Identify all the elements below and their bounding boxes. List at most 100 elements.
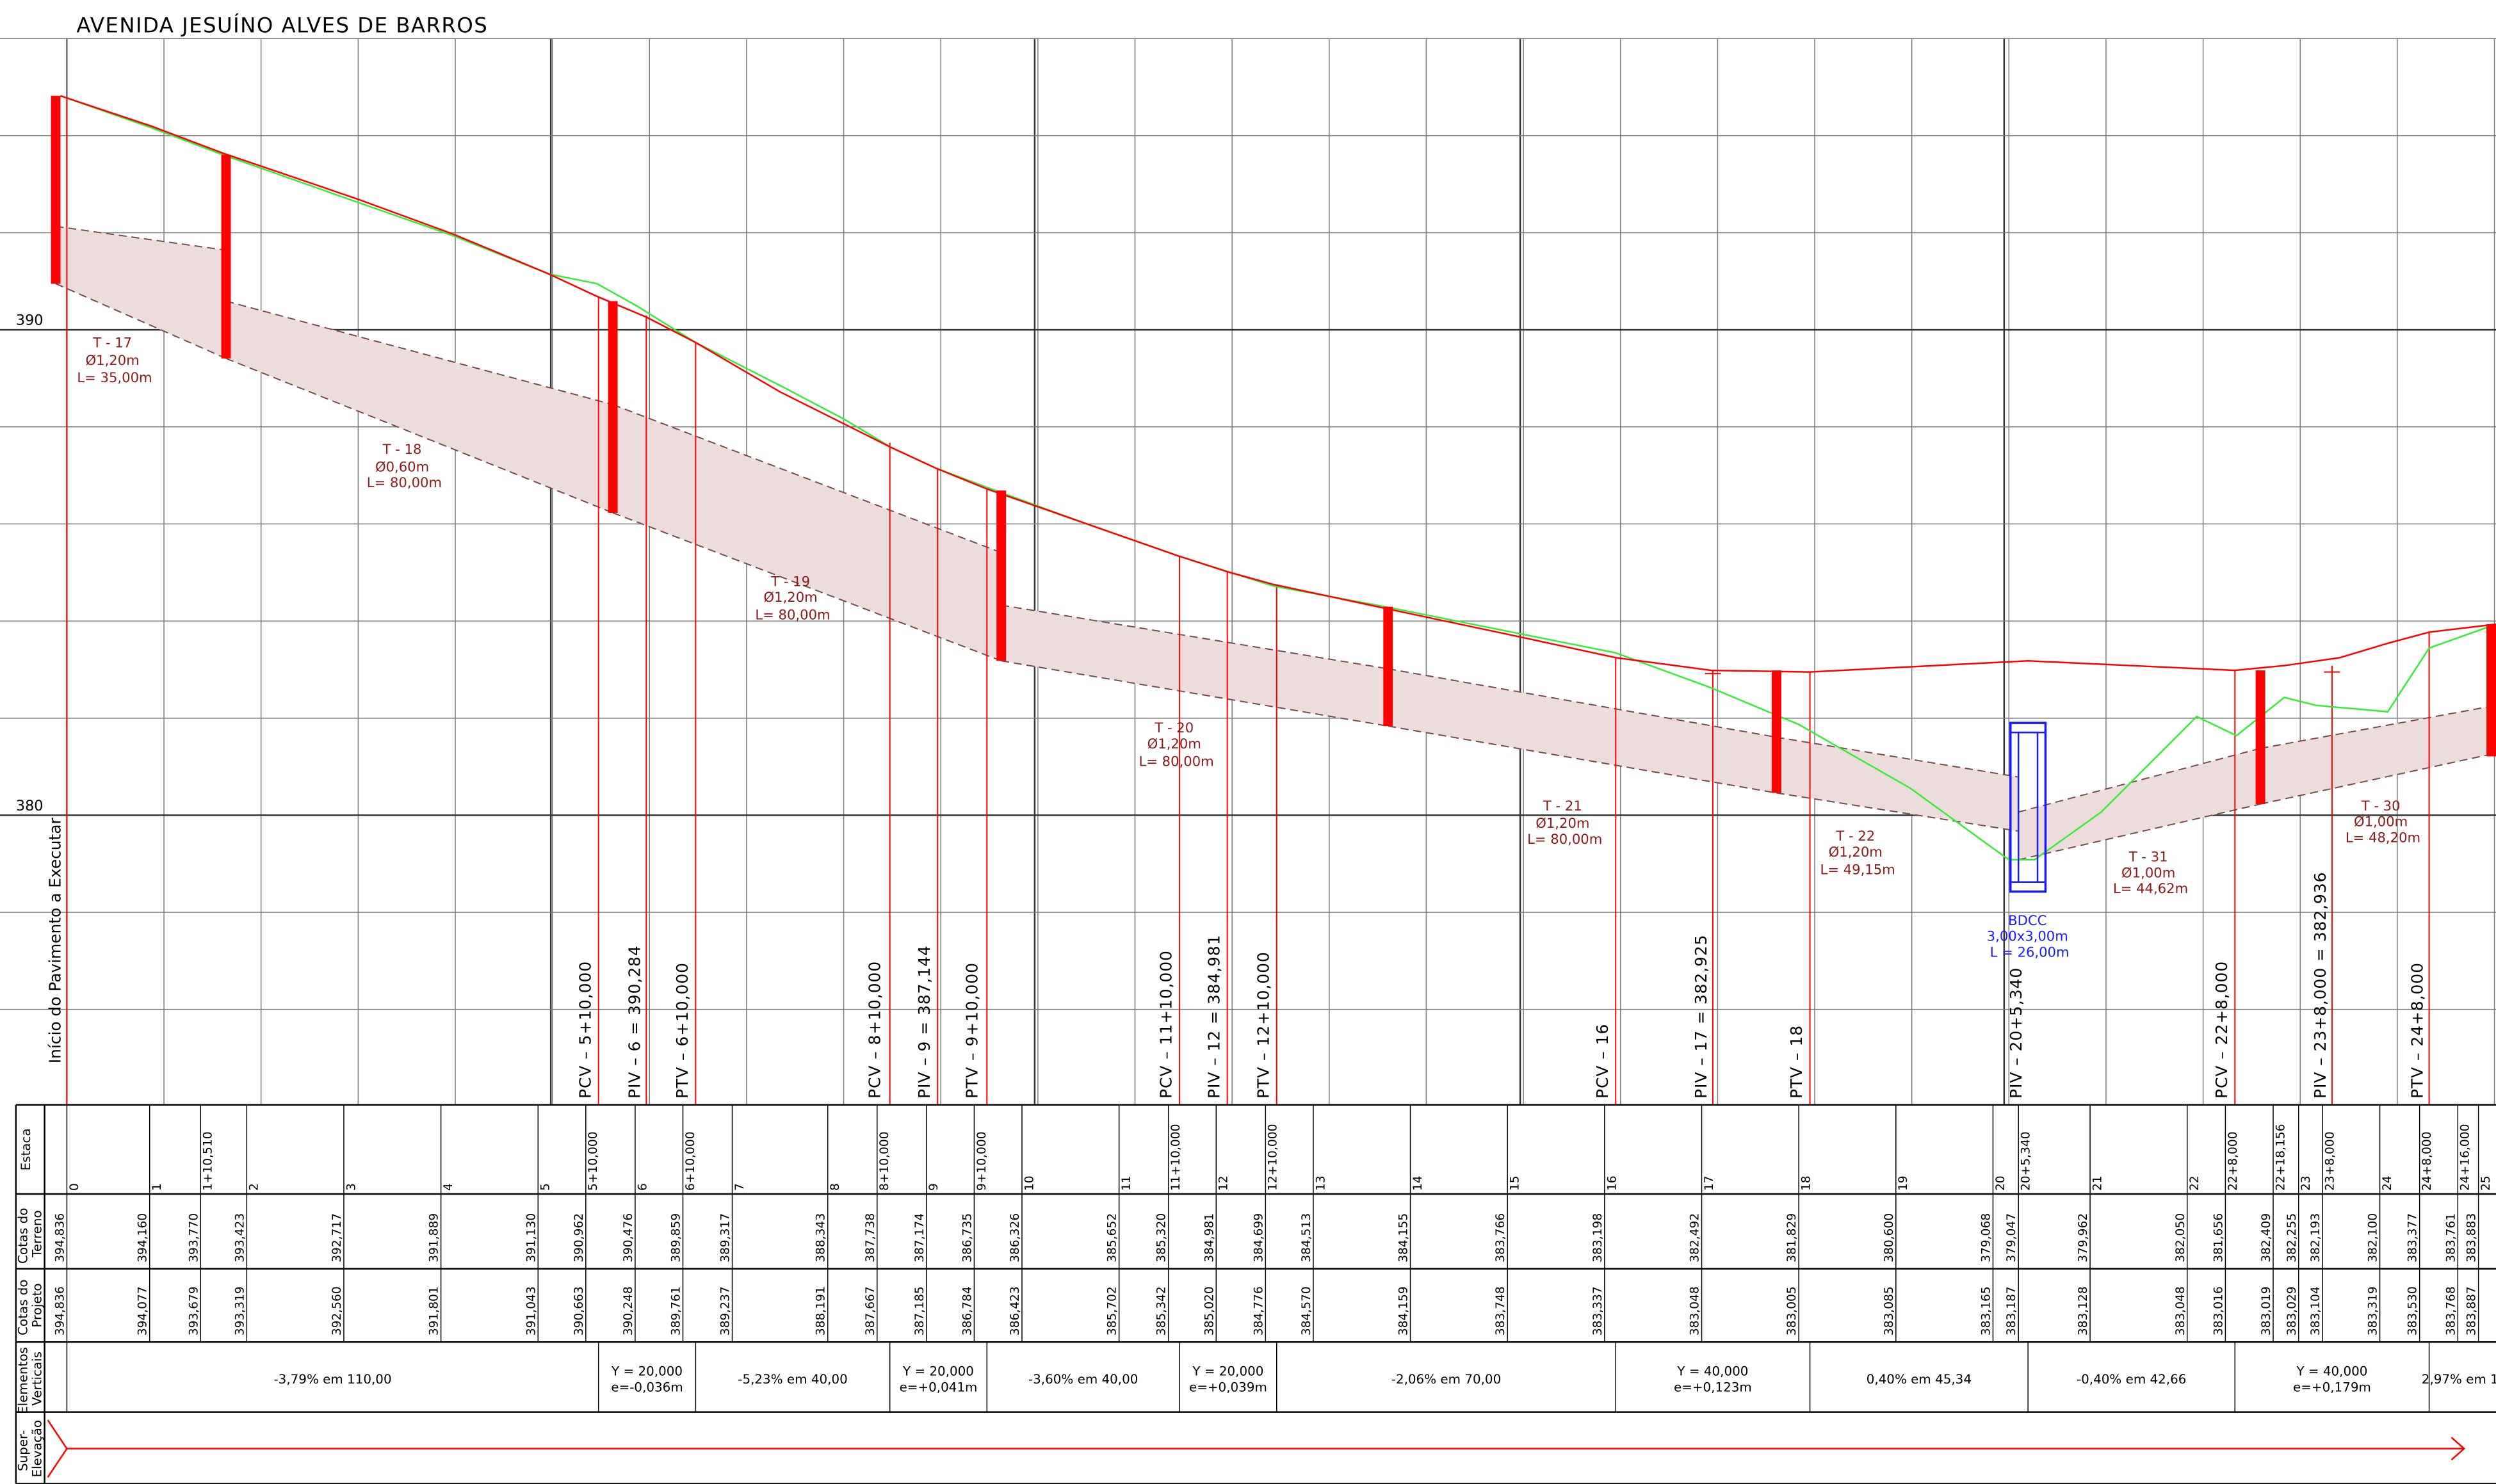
manholes (51, 95, 2496, 804)
pipe-label-t30: T - 30 Ø1,00m L= 48,20m (2346, 798, 2420, 846)
pipe-invert-line (1001, 660, 1388, 727)
terrain-cell: 382,255 (2285, 1213, 2299, 1262)
terrain-cell: 384,699 (1252, 1213, 1265, 1262)
profile-title: AVENIDA JESUÍNO ALVES DE BARROS (76, 13, 488, 37)
project-cell: 383,768 (2444, 1286, 2458, 1335)
culvert-label-line: BDCC (2008, 912, 2046, 928)
pipe-label-t19: T - 19 Ø1,20m L= 80,00m (755, 573, 830, 622)
station-cell: 11 (1120, 1175, 1133, 1191)
project-cell: 385,342 (1155, 1286, 1169, 1335)
pipe-crown-line (55, 225, 227, 251)
station-annotations: PCV – 5+10,000 PIV – 6 = 390,284 PTV – 6+1… (576, 872, 2426, 1099)
vertical-element-cell: -0,40% em 42,66 (2077, 1372, 2186, 1387)
station-cell: 13 (1314, 1175, 1327, 1191)
manhole (2486, 624, 2496, 757)
vertical-element-cell: 0,40% em 45,34 (1867, 1372, 1972, 1387)
row-header-line: Projeto (30, 1283, 45, 1327)
pipe-label-line: T - 17 (92, 334, 132, 350)
pipe-label-line: Ø1,20m (1829, 844, 1883, 860)
project-cell: 383,048 (2174, 1286, 2187, 1335)
row-header-projeto: Cotas do Projeto (15, 1275, 44, 1335)
vertical-element-cell: -5,23% em 40,00 (738, 1372, 847, 1387)
pipe-label-line: T - 19 (770, 573, 810, 589)
manhole (51, 95, 61, 284)
pipe-label-line: T - 21 (1543, 798, 1582, 814)
station-annotation: PCV – 22+8,000 (2212, 961, 2231, 1099)
pipe-label-line: L= 35,00m (77, 369, 152, 385)
pipe-label-line: Ø1,20m (764, 589, 818, 605)
project-cell: 392,560 (330, 1286, 344, 1335)
terrain-cell: 387,174 (913, 1213, 927, 1262)
station-annotation: PIV – 9 = 387,144 (915, 945, 934, 1099)
project-cell: 393,679 (187, 1286, 200, 1335)
terrain-cell: 386,735 (960, 1213, 974, 1262)
row-header-line: Terreno (30, 1210, 45, 1258)
station-cell: 15 (1509, 1175, 1522, 1191)
terrain-cell: 380,600 (1883, 1213, 1896, 1262)
culvert-label: BDCC 3,00x3,00m L = 26,00m (1987, 912, 2073, 960)
project-cell: 383,048 (1689, 1286, 1702, 1335)
station-cell: 24 (2381, 1175, 2394, 1191)
pipe-label-line: T - 22 (1835, 828, 1875, 844)
terrain-cell: 385,652 (1106, 1213, 1119, 1262)
pipe-band (1001, 605, 1388, 727)
row-header-line: Super- (15, 1430, 30, 1471)
pipe-crown-line (225, 300, 613, 405)
terrain-cell: 382,100 (2367, 1213, 2380, 1262)
vertical-element-cell: Y = 20,000 (902, 1364, 974, 1378)
pipe-label-line: L= 80,00m (755, 607, 830, 623)
station-cell: 19 (1897, 1175, 1910, 1191)
project-cell: 383,016 (2212, 1286, 2225, 1335)
project-cell: 383,104 (2309, 1286, 2322, 1335)
station-cell: 12 (1217, 1175, 1231, 1191)
station-cell: 5+10,000 (587, 1131, 600, 1191)
row-header-line: Verticais (30, 1351, 45, 1406)
terrain-cell: 392,717 (330, 1213, 344, 1262)
vertical-element-cell: 2,97% em 1! (2422, 1372, 2496, 1387)
project-cell: 383,887 (2465, 1286, 2479, 1335)
culvert-label-line: L = 26,00m (1990, 944, 2070, 960)
station-annotation: PCV – 5+10,000 (576, 961, 594, 1099)
project-cell: 384,159 (1397, 1286, 1411, 1335)
terrain-cell: 382,409 (2260, 1213, 2273, 1262)
station-cell: 23 (2299, 1175, 2313, 1191)
pipe-band (2018, 748, 2261, 860)
pipe-label-line: L= 48,20m (2346, 830, 2420, 846)
row-header-line: Cotas do (15, 1279, 30, 1335)
terrain-cell: 384,155 (1397, 1213, 1411, 1262)
manhole (996, 490, 1007, 661)
project-cell: 383,187 (2005, 1286, 2018, 1335)
project-cell: 384,776 (1252, 1286, 1265, 1335)
terrain-cell: 394,160 (136, 1213, 150, 1262)
project-cell: 383,530 (2406, 1286, 2420, 1335)
project-cell: 394,077 (136, 1286, 150, 1335)
pipe-band (613, 404, 1001, 661)
row-header-estaca: Estaca (19, 1128, 33, 1170)
pipe-label-line: T - 30 (2361, 798, 2401, 814)
terrain-cell: 388,343 (814, 1213, 828, 1262)
terrain-cell: 390,962 (572, 1213, 586, 1262)
row-header-line: Cotas do (15, 1208, 30, 1264)
pipe-invert-line (225, 357, 613, 513)
station-cell: 22+8,000 (2226, 1131, 2240, 1191)
pipe-crown-line (1388, 668, 1777, 738)
pipe-band (1388, 668, 1777, 793)
vertical-element-cell: Y = 20,000 (611, 1364, 683, 1378)
terrain-line (60, 95, 2496, 861)
project-cell: 383,748 (1494, 1286, 1507, 1335)
terrain-cell: 394,836 (53, 1213, 67, 1262)
station-cell: 9+10,000 (975, 1131, 989, 1191)
station-cell: 3 (344, 1183, 358, 1191)
project-cell: 394,836 (53, 1286, 67, 1335)
station-annotation: PIV – 12 = 384,981 (1204, 934, 1223, 1098)
culvert-label-line: 3,00x3,00m (1987, 928, 2068, 944)
station-annotation: PTV – 24+8,000 (2408, 962, 2427, 1099)
pipe-label-t17: T - 17 Ø1,20m L= 35,00m (77, 334, 152, 385)
station-cell: 14 (1411, 1175, 1425, 1191)
station-cell: 24+8,000 (2420, 1131, 2434, 1191)
station-cell: 17 (1703, 1175, 1716, 1191)
manhole (1771, 670, 1781, 793)
station-cell: 24+16,000 (2459, 1124, 2472, 1191)
pipe-invert-line (612, 512, 1002, 662)
pipe-label-line: T - 31 (2128, 848, 2168, 864)
